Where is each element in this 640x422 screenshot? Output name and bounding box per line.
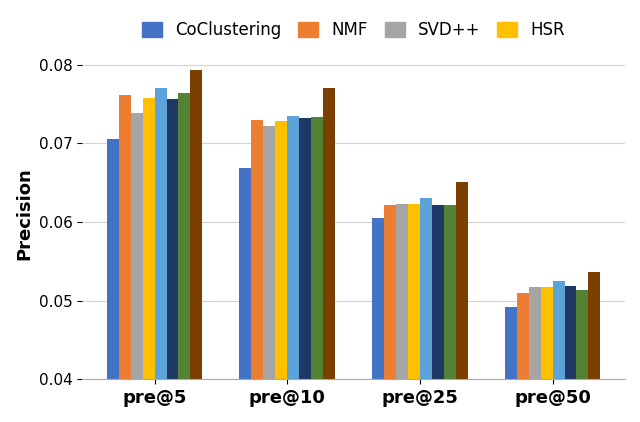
Bar bbox=[552, 281, 564, 422]
Bar bbox=[264, 126, 275, 422]
Bar bbox=[191, 70, 202, 422]
Bar bbox=[577, 290, 588, 422]
Legend: CoClustering, NMF, SVD++, HSR: CoClustering, NMF, SVD++, HSR bbox=[136, 14, 572, 46]
Bar bbox=[166, 99, 179, 422]
Bar bbox=[287, 116, 299, 422]
Bar bbox=[408, 204, 420, 422]
Bar bbox=[564, 287, 577, 422]
Bar bbox=[107, 139, 119, 422]
Bar bbox=[505, 307, 516, 422]
Bar bbox=[299, 118, 311, 422]
Bar bbox=[179, 93, 191, 422]
Bar bbox=[384, 205, 396, 422]
Bar bbox=[588, 271, 600, 422]
Bar bbox=[119, 95, 131, 422]
Bar bbox=[516, 293, 529, 422]
Bar bbox=[143, 97, 155, 422]
Bar bbox=[444, 205, 456, 422]
Bar bbox=[323, 88, 335, 422]
Y-axis label: Precision: Precision bbox=[15, 168, 33, 260]
Bar bbox=[252, 120, 264, 422]
Bar bbox=[432, 205, 444, 422]
Bar bbox=[456, 182, 468, 422]
Bar bbox=[239, 168, 252, 422]
Bar bbox=[372, 218, 384, 422]
Bar bbox=[529, 287, 541, 422]
Bar bbox=[131, 114, 143, 422]
Bar bbox=[275, 121, 287, 422]
Bar bbox=[311, 116, 323, 422]
Bar bbox=[155, 88, 166, 422]
Bar bbox=[420, 198, 432, 422]
Bar bbox=[396, 204, 408, 422]
Bar bbox=[541, 287, 552, 422]
